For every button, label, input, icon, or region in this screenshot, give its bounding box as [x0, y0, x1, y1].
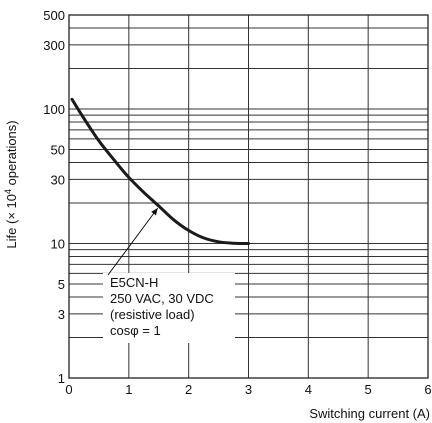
- y-tick-label: 500: [43, 8, 65, 23]
- y-tick-label: 5: [58, 277, 65, 292]
- y-tick-label: 50: [51, 142, 65, 157]
- plot-frame: [68, 14, 429, 379]
- y-tick-label: 3: [58, 307, 65, 322]
- x-tick-label: 2: [185, 382, 192, 397]
- annotation-line-voltage: 250 VAC, 30 VDC: [110, 291, 214, 306]
- annotation-background: [103, 273, 235, 343]
- y-tick-label: 1: [58, 371, 65, 386]
- y-tick-label: 100: [43, 102, 65, 117]
- x-tick-label: 6: [424, 382, 431, 397]
- x-tick-label: 0: [65, 382, 72, 397]
- x-axis-label: Switching current (A): [309, 406, 430, 421]
- annotation-arrow: [107, 207, 159, 276]
- x-tick-label: 5: [365, 382, 372, 397]
- life-curve-line: [70, 97, 250, 245]
- x-tick-label: 4: [305, 382, 312, 397]
- annotation-arrowhead: [151, 208, 158, 216]
- annotation-line-model: E5CN-H: [110, 275, 158, 290]
- y-axis-label: Life (× 104 operations): [3, 120, 19, 248]
- y-tick-label: 10: [51, 237, 65, 252]
- annotation-line-load: (resistive load): [110, 307, 195, 322]
- annotation-line-cosphi: cosφ = 1: [110, 323, 161, 338]
- annotation: E5CN-H 250 VAC, 30 VDC (resistive load) …: [103, 207, 235, 343]
- y-tick-label: 30: [51, 172, 65, 187]
- y-tick-label: 300: [43, 38, 65, 53]
- x-tick-label: 1: [125, 382, 132, 397]
- x-tick-label: 3: [245, 382, 252, 397]
